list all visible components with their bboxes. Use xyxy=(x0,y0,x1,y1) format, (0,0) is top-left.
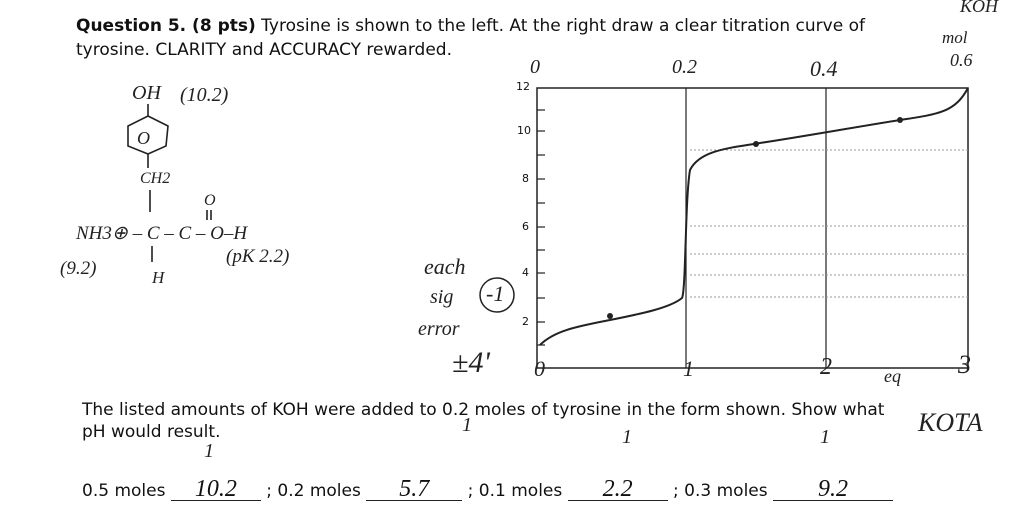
amine-pk: (9.2) xyxy=(60,258,97,279)
question-label: Question 5. (8 pts) xyxy=(76,16,256,36)
x-bottom-label: 1 xyxy=(683,356,694,381)
structure-bonds xyxy=(127,104,212,262)
methylene: CH2 xyxy=(140,170,171,187)
grading-note: each xyxy=(424,254,466,279)
y-label: 4 xyxy=(522,266,529,279)
answer-value: 2.2 xyxy=(567,477,668,501)
ticks xyxy=(537,109,545,346)
question-text: tyrosine. CLARITY and ACCURACY rewarded. xyxy=(76,40,452,60)
hydroxyl-pk: (10.2) xyxy=(180,84,229,106)
grading-note: sig xyxy=(430,286,454,308)
grading-deduction: -1 xyxy=(486,281,505,306)
x-bottom-label: 2 xyxy=(820,354,832,380)
score-mark: 1 xyxy=(204,440,214,462)
alpha-h: H xyxy=(152,268,165,287)
x-top-label: 0 xyxy=(530,56,540,78)
curve-point xyxy=(897,117,903,123)
dotted-guides xyxy=(690,149,968,298)
acid-pk: (pK 2.2) xyxy=(226,246,290,267)
x-bottom-unit: eq xyxy=(884,366,901,386)
score-mark: 1 xyxy=(462,414,472,436)
grading-note: error xyxy=(418,318,460,340)
question-line: Question 5. (8 pts) Tyrosine is shown to… xyxy=(76,16,865,36)
answer-amount: ; 0.3 moles xyxy=(673,481,768,501)
answer-value: 5.7 xyxy=(366,477,463,501)
x-bottom-label: 0 xyxy=(534,356,545,381)
answer-amount: 0.5 moles xyxy=(82,481,166,501)
curve-point xyxy=(753,141,759,147)
score-mark: 1 xyxy=(622,426,632,448)
score-mark: 1 xyxy=(820,426,830,448)
y-label: 8 xyxy=(522,172,529,185)
y-label: 6 xyxy=(522,220,529,233)
grading-circle xyxy=(479,277,515,313)
part2-text: pH would result. xyxy=(82,422,221,442)
side-note: KOTA xyxy=(918,408,983,437)
titration-curve xyxy=(539,87,969,346)
y-label: 10 xyxy=(517,124,531,137)
answer-amount: ; 0.2 moles xyxy=(266,481,361,501)
answer-value: 10.2 xyxy=(170,477,261,501)
x-top-unit: KOH xyxy=(960,0,999,16)
carbonyl-o: O xyxy=(204,192,216,209)
x-top-unit: mol xyxy=(942,28,968,47)
x-top-label: 0.2 xyxy=(672,56,697,78)
graph-frame xyxy=(536,87,969,369)
y-label: 12 xyxy=(516,80,530,93)
answer-row: 0.5 moles 10.2 ; 0.2 moles 5.7 ; 0.1 mol… xyxy=(82,477,894,501)
answer-amount: ; 0.1 moles xyxy=(467,481,563,501)
question-text: Tyrosine is shown to the left. At the ri… xyxy=(261,16,865,36)
x-bottom-label: 3 xyxy=(958,350,971,379)
x-top-label: 0.6 xyxy=(950,50,973,70)
hydroxyl: OH xyxy=(132,82,161,104)
y-label: 2 xyxy=(522,315,529,328)
x-top-label: 0.4 xyxy=(810,56,838,81)
curve-point xyxy=(607,313,613,319)
ring-label: O xyxy=(137,128,150,148)
graph xyxy=(536,87,969,369)
backbone: NH3⊕ – C – C – O–H xyxy=(76,223,248,244)
answer-value: 9.2 xyxy=(773,477,894,501)
part2-text: The listed amounts of KOH were added to … xyxy=(82,400,885,420)
grading-score: ±4' xyxy=(452,346,490,379)
